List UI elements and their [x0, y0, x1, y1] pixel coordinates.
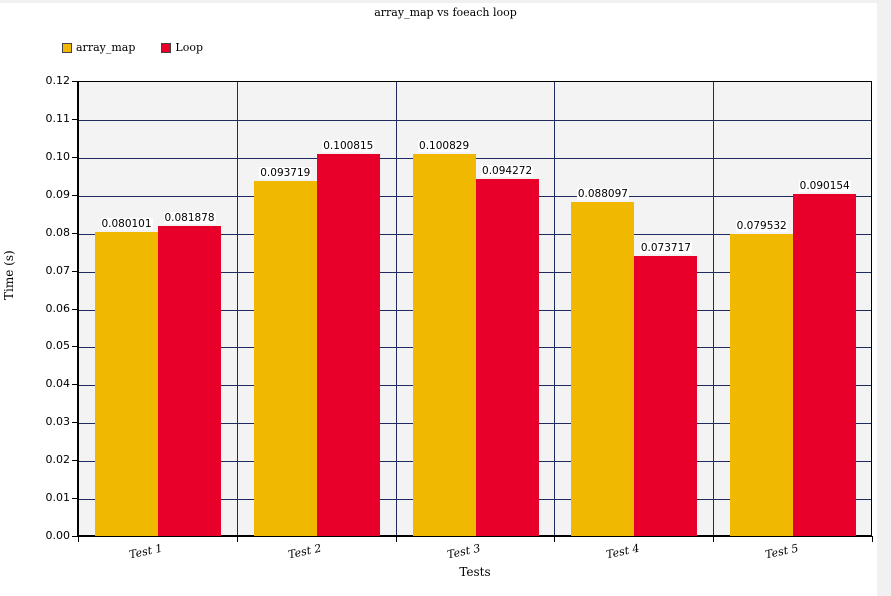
legend-swatch-array-map	[62, 42, 72, 53]
top-strip	[0, 0, 891, 3]
y-tick	[72, 422, 78, 424]
data-label: 0.094272	[481, 164, 534, 177]
bar-loop	[793, 194, 857, 536]
bar-array-map	[412, 153, 476, 536]
gridline-v	[395, 82, 397, 536]
y-tick	[72, 460, 78, 462]
data-label: 0.093719	[259, 166, 312, 179]
data-label: 0.081878	[163, 211, 216, 224]
data-label: 0.100829	[418, 139, 471, 152]
bar-array-map	[253, 180, 317, 536]
x-tick	[872, 536, 873, 542]
y-tick	[72, 536, 78, 537]
data-label: 0.090154	[798, 180, 851, 193]
data-label: 0.088097	[576, 187, 629, 200]
x-tick	[78, 536, 79, 542]
y-axis-title: Time (s)	[2, 250, 16, 300]
y-tick-label: 0.08	[45, 225, 71, 239]
x-tick-label: Test 2	[287, 541, 323, 562]
bar-array-map	[95, 232, 158, 536]
x-axis	[78, 535, 872, 537]
x-tick-label: Test 3	[446, 541, 482, 562]
y-tick-label: 0.05	[45, 339, 71, 353]
y-tick-label: 0.07	[45, 263, 71, 277]
legend: array_map Loop	[62, 41, 203, 54]
legend-label-loop: Loop	[175, 41, 203, 54]
x-tick-label: Test 4	[604, 541, 641, 562]
gridline-h	[78, 119, 871, 121]
gridline-v	[713, 82, 715, 536]
bar-loop	[158, 225, 221, 536]
y-tick-label: 0.02	[45, 453, 71, 467]
right-strip	[877, 0, 891, 596]
bar-loop	[316, 153, 380, 536]
y-tick	[72, 81, 78, 82]
y-axis	[77, 81, 79, 537]
data-label: 0.080101	[100, 218, 153, 231]
data-label: 0.073717	[639, 242, 692, 255]
data-label: 0.100815	[322, 139, 375, 152]
x-tick	[236, 536, 238, 542]
bar-array-map	[730, 234, 794, 536]
y-tick-label: 0.04	[45, 377, 71, 391]
y-tick	[72, 194, 78, 196]
legend-item-array-map: array_map	[62, 41, 135, 54]
legend-item-loop: Loop	[161, 41, 203, 54]
data-label: 0.079532	[735, 220, 788, 233]
x-axis-title: Tests	[459, 565, 491, 579]
x-tick	[395, 536, 397, 542]
y-tick-label: 0.11	[45, 111, 71, 125]
y-tick	[72, 346, 78, 348]
y-tick-label: 0.00	[45, 529, 71, 542]
y-tick	[72, 232, 78, 234]
legend-swatch-loop	[161, 42, 172, 53]
gridline-v	[554, 82, 556, 536]
y-tick-label: 0.12	[45, 74, 71, 87]
x-tick	[713, 536, 715, 542]
x-tick-label: Test 1	[128, 541, 164, 562]
bar-loop	[634, 256, 698, 536]
y-tick	[72, 308, 78, 310]
y-tick-label: 0.01	[45, 491, 71, 505]
chart-title: array_map vs foeach loop	[374, 6, 517, 19]
x-tick-label: Test 5	[763, 541, 800, 562]
legend-label-array-map: array_map	[76, 41, 136, 54]
y-tick-label: 0.06	[45, 301, 71, 315]
y-tick-label: 0.03	[45, 415, 71, 429]
y-tick	[72, 270, 78, 272]
y-tick-label: 0.09	[45, 187, 71, 201]
y-tick	[72, 384, 78, 386]
x-tick	[554, 536, 556, 542]
y-tick	[72, 118, 78, 120]
bar-loop	[475, 178, 539, 536]
y-tick	[72, 498, 78, 500]
bar-array-map	[571, 201, 635, 536]
y-tick-label: 0.10	[45, 149, 71, 163]
gridline-v	[236, 82, 238, 536]
y-tick	[72, 156, 78, 158]
